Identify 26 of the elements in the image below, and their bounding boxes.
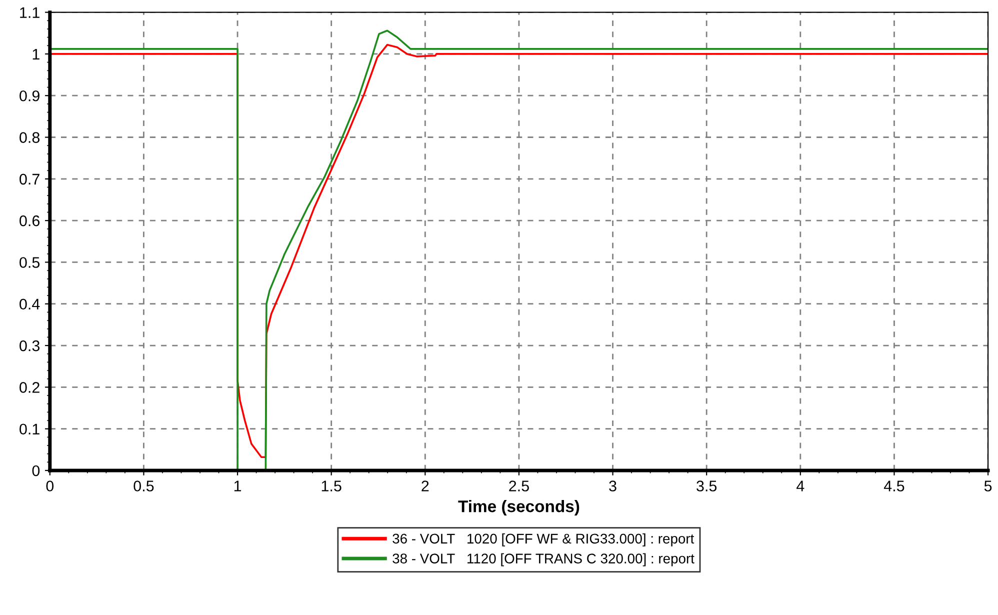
y-tick-label: 0.9: [20, 90, 40, 102]
y-tick-label: 0.5: [20, 257, 40, 268]
y-tick-label: 0.7: [20, 174, 40, 185]
y-tick-label: 1: [32, 48, 40, 60]
x-tick-label: 3: [609, 480, 616, 492]
y-tick-label: 0.6: [20, 215, 40, 226]
x-tick-label: 0.5: [134, 480, 154, 492]
y-tick-label: 0.8: [20, 132, 40, 143]
x-tick-label: 3.5: [696, 480, 717, 492]
x-tick-label: 4: [796, 480, 804, 492]
x-tick-label: 1.5: [322, 480, 342, 492]
y-tick-label: 1.1: [20, 7, 40, 18]
x-tick-label: 2: [422, 480, 429, 492]
y-tick-label: 0: [32, 465, 40, 476]
x-tick-label: 1: [234, 480, 242, 492]
y-tick-label: 0.3: [20, 340, 40, 352]
x-tick-label: 4.5: [884, 480, 904, 492]
x-axis-title: Time (seconds): [458, 500, 580, 516]
x-tick-label: 5: [984, 480, 992, 492]
y-tick-label: 0.2: [20, 382, 40, 393]
legend-label: 38 - VOLT 1120 [OFF TRANS C 320.00] : report: [392, 553, 694, 566]
x-tick-label: 2.5: [509, 480, 529, 492]
legend-label: 36 - VOLT 1020 [OFF WF & RIG33.000] : report: [392, 533, 694, 546]
x-tick-label: 0: [46, 480, 54, 492]
y-tick-label: 0.4: [20, 298, 40, 310]
y-tick-label: 0.1: [20, 424, 40, 435]
